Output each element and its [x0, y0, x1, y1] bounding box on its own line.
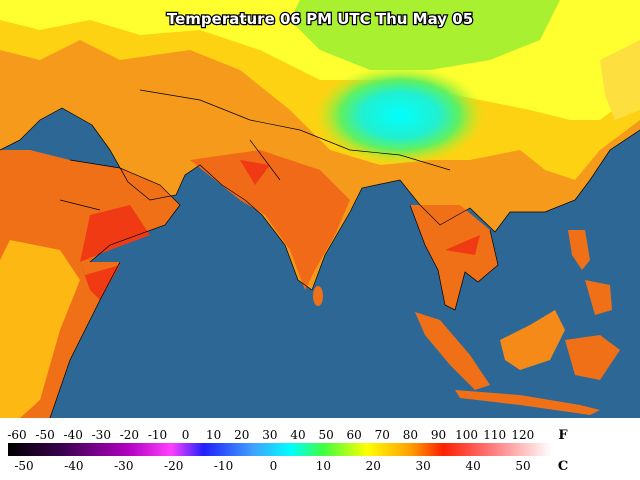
- legend-unit-f: F: [558, 428, 568, 443]
- island: [568, 230, 590, 270]
- map: [0, 0, 640, 419]
- legend-c-label: -50: [14, 459, 33, 473]
- land-cold: [315, 65, 485, 165]
- legend-f-label: 90: [431, 428, 446, 442]
- legend-unit-c: C: [558, 459, 568, 474]
- legend-c-label: 20: [366, 459, 381, 473]
- legend-c-label: 10: [316, 459, 331, 473]
- island: [313, 286, 323, 306]
- legend-f-label: 70: [375, 428, 390, 442]
- legend-c-label: -20: [164, 459, 183, 473]
- land: [600, 40, 640, 120]
- legend-f-label: 100: [455, 428, 478, 442]
- legend-f-label: -10: [148, 428, 167, 442]
- legend-f-label: -40: [64, 428, 83, 442]
- borders: [0, 89, 640, 419]
- legend-f-label: -60: [7, 428, 26, 442]
- island: [585, 280, 612, 315]
- land: [190, 150, 350, 290]
- legend-f-label: 120: [511, 428, 534, 442]
- island: [565, 335, 620, 380]
- legend-f-label: 30: [262, 428, 277, 442]
- legend-c-label: -10: [214, 459, 233, 473]
- legend-f-label: -20: [120, 428, 139, 442]
- legend-c-label: 50: [515, 459, 530, 473]
- legend-c-label: 0: [270, 459, 278, 473]
- legend-f-label: 110: [483, 428, 506, 442]
- island: [500, 310, 565, 370]
- land: [410, 205, 498, 310]
- legend-f-label: 40: [290, 428, 305, 442]
- legend-c-label: 40: [465, 459, 480, 473]
- legend-f-label: 20: [234, 428, 249, 442]
- color-scale: [8, 443, 552, 456]
- legend-f-label: 80: [403, 428, 418, 442]
- land: [0, 240, 80, 418]
- legend-f-label: 10: [206, 428, 221, 442]
- legend-f-label: -50: [35, 428, 54, 442]
- land-cool: [290, 0, 560, 70]
- map-title: Temperature 06 PM UTC Thu May 05: [167, 10, 473, 28]
- land-hot: [80, 205, 150, 300]
- legend-f-label: -30: [92, 428, 111, 442]
- legend-f-label: 50: [318, 428, 333, 442]
- legend-c-label: -40: [64, 459, 83, 473]
- land-hot: [240, 160, 270, 185]
- legend-c-label: -30: [114, 459, 133, 473]
- legend-f-label: 60: [347, 428, 362, 442]
- legend-c-label: 30: [416, 459, 431, 473]
- land-hot: [445, 235, 480, 255]
- island: [415, 312, 490, 390]
- island: [455, 390, 600, 415]
- legend-f-label: 0: [182, 428, 190, 442]
